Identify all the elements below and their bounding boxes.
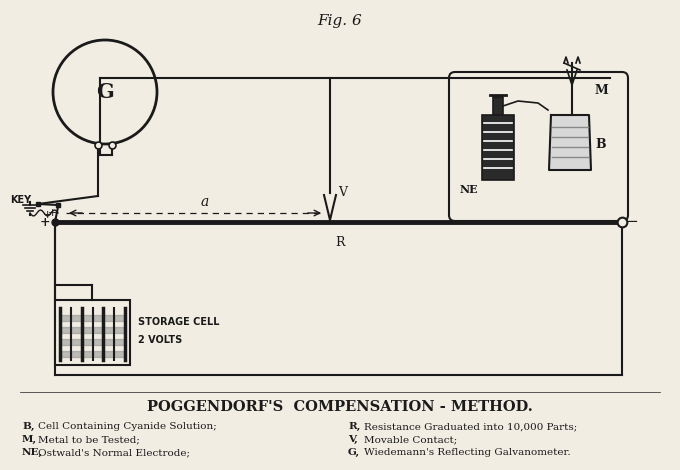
Text: R,: R,	[348, 422, 360, 431]
Bar	[55, 300, 130, 365]
Text: Resistance Graduated into 10,000 Parts;: Resistance Graduated into 10,000 Parts;	[364, 422, 577, 431]
Text: +: +	[39, 216, 50, 228]
Text: NE: NE	[460, 184, 478, 195]
Polygon shape	[549, 115, 591, 170]
Text: STORAGE CELL: STORAGE CELL	[138, 317, 220, 327]
Text: +: +	[48, 208, 56, 218]
Text: NE,: NE,	[22, 448, 43, 457]
Text: 2 VOLTS: 2 VOLTS	[138, 335, 182, 345]
Text: B,: B,	[22, 422, 35, 431]
Text: Movable Contact;: Movable Contact;	[364, 435, 457, 444]
Text: V,: V,	[348, 435, 358, 444]
Text: R: R	[335, 236, 345, 249]
Text: +: +	[42, 210, 52, 220]
Text: Wiedemann's Reflecting Galvanometer.: Wiedemann's Reflecting Galvanometer.	[364, 448, 571, 457]
Text: G,: G,	[348, 448, 360, 457]
Text: Fig. 6: Fig. 6	[318, 14, 362, 28]
Bar	[493, 97, 503, 115]
Bar	[482, 115, 514, 180]
Text: POGGENDORF'S  COMPENSATION - METHOD.: POGGENDORF'S COMPENSATION - METHOD.	[147, 400, 533, 414]
Text: Cell Containing Cyanide Solution;: Cell Containing Cyanide Solution;	[38, 422, 217, 431]
Text: KEY: KEY	[10, 195, 31, 205]
Text: M,: M,	[22, 435, 37, 444]
Text: V: V	[338, 187, 347, 199]
Text: G: G	[96, 82, 114, 102]
Text: B: B	[595, 139, 606, 151]
Text: −: −	[626, 215, 639, 229]
Text: a: a	[201, 195, 209, 209]
Text: Metal to be Tested;: Metal to be Tested;	[38, 435, 140, 444]
Text: M: M	[595, 84, 609, 96]
Text: Ostwald's Normal Electrode;: Ostwald's Normal Electrode;	[38, 448, 190, 457]
